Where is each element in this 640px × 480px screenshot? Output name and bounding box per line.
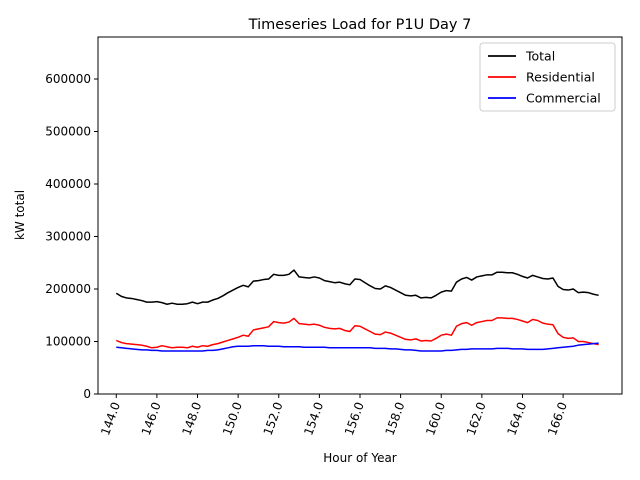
x-tick-label: 154.0 [301, 400, 326, 437]
x-tick-label: 146.0 [139, 400, 164, 437]
y-tick-label: 200000 [45, 282, 91, 296]
x-tick-label: 148.0 [179, 400, 204, 437]
x-tick-label: 144.0 [98, 400, 123, 437]
x-tick-label: 162.0 [464, 400, 489, 437]
legend-label-commercial: Commercial [526, 91, 601, 106]
x-tick-label: 158.0 [383, 400, 408, 437]
y-tick-label: 300000 [45, 230, 91, 244]
x-axis-ticks: 144.0 146.0 148.0 150.0 152.0 154.0 156.0 158.0… [98, 394, 570, 437]
x-tick-label: 166.0 [545, 400, 570, 437]
y-tick-label: 100000 [45, 335, 91, 349]
chart-title: Timeseries Load for P1U Day 7 [248, 17, 472, 33]
y-tick-label: 0 [83, 387, 91, 401]
y-axis-ticks: 0 100000 200000 300000 400000 500000 600000 [45, 72, 98, 401]
series-layer [115, 269, 599, 352]
y-tick-label: 400000 [45, 177, 91, 191]
legend-label-residential: Residential [526, 70, 595, 85]
legend-frame [479, 42, 616, 112]
y-tick-label: 600000 [45, 72, 91, 86]
legend: Total Residential Commercial [479, 42, 616, 112]
y-axis-label: kW total [13, 190, 27, 240]
y-tick-label: 500000 [45, 125, 91, 139]
legend-label-total: Total [525, 49, 555, 64]
series-line-residential [115, 317, 599, 349]
x-tick-label: 160.0 [423, 400, 448, 437]
x-tick-label: 152.0 [261, 400, 286, 437]
x-axis-label: Hour of Year [323, 451, 397, 465]
x-tick-label: 156.0 [342, 400, 367, 437]
x-tick-label: 164.0 [504, 400, 529, 437]
series-line-commercial [116, 342, 599, 352]
series-line-total [115, 269, 599, 305]
x-tick-label: 150.0 [220, 400, 245, 437]
